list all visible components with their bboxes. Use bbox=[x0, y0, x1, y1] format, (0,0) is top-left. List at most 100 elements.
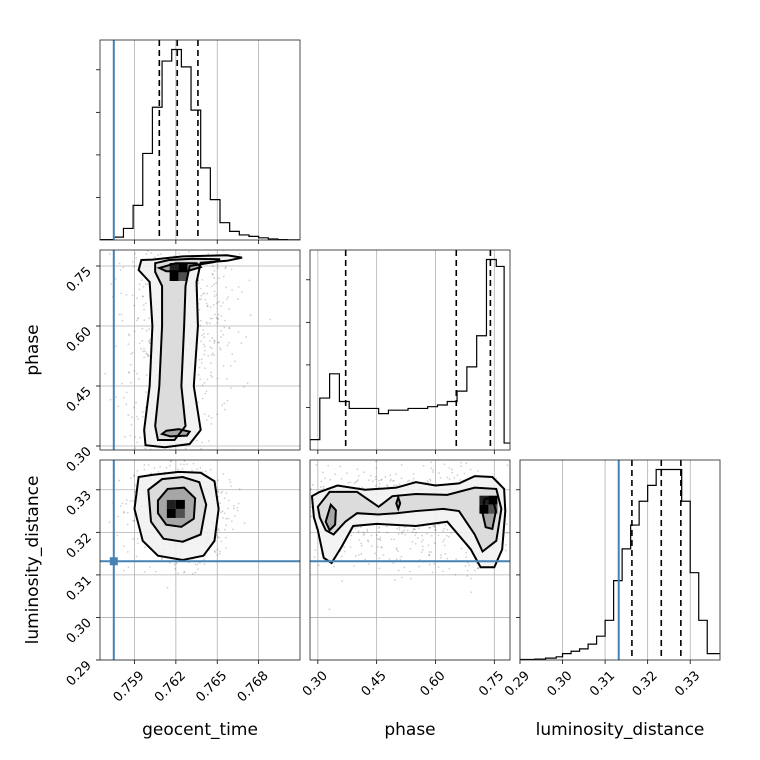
scatter-point bbox=[427, 544, 430, 547]
scatter-point bbox=[231, 528, 234, 531]
density-peak-cell bbox=[166, 499, 176, 509]
scatter-point bbox=[400, 464, 403, 466]
scatter-point bbox=[224, 319, 226, 322]
scatter-point bbox=[178, 252, 180, 255]
scatter-point bbox=[201, 471, 204, 473]
scatter-point bbox=[214, 551, 217, 553]
scatter-point bbox=[477, 470, 479, 472]
scatter-point bbox=[357, 529, 360, 532]
scatter-point bbox=[363, 533, 366, 535]
scatter-point bbox=[406, 529, 409, 532]
scatter-point bbox=[216, 264, 219, 266]
scatter-point bbox=[274, 471, 276, 473]
scatter-point bbox=[542, 599, 544, 601]
scatter-point bbox=[196, 563, 199, 566]
scatter-point bbox=[225, 286, 228, 289]
scatter-point bbox=[122, 510, 125, 513]
scatter-point bbox=[143, 308, 145, 311]
scatter-point bbox=[465, 556, 468, 559]
hist-plot-area bbox=[520, 460, 720, 660]
scatter-point bbox=[403, 529, 405, 532]
scatter-point bbox=[304, 521, 306, 523]
scatter-point bbox=[213, 457, 215, 459]
scatter-point bbox=[220, 492, 222, 495]
scatter-point bbox=[243, 522, 246, 524]
scatter-point bbox=[209, 346, 212, 349]
scatter-point bbox=[206, 304, 209, 307]
scatter-point bbox=[417, 527, 420, 530]
scatter-point bbox=[442, 529, 444, 532]
scatter-point bbox=[375, 460, 377, 463]
x-tick-label: 0.768 bbox=[235, 668, 272, 705]
scatter-point bbox=[199, 466, 202, 469]
scatter-point bbox=[176, 454, 178, 456]
x-axis-label: geocent_time bbox=[142, 720, 258, 740]
scatter-point bbox=[214, 207, 216, 209]
scatter-point bbox=[232, 507, 235, 510]
scatter-point bbox=[173, 563, 176, 566]
scatter-point bbox=[116, 534, 119, 537]
scatter-point bbox=[432, 525, 435, 528]
scatter-point bbox=[531, 529, 533, 531]
scatter-point bbox=[210, 417, 213, 419]
scatter-point bbox=[311, 483, 314, 486]
scatter-point bbox=[446, 528, 449, 531]
scatter-point bbox=[334, 473, 336, 476]
scatter-point bbox=[203, 345, 206, 348]
scatter-point bbox=[135, 555, 138, 558]
scatter-point bbox=[465, 462, 468, 465]
scatter-point bbox=[455, 558, 458, 561]
scatter-point bbox=[203, 558, 205, 561]
scatter-point bbox=[225, 547, 228, 549]
scatter-point bbox=[211, 352, 214, 355]
scatter-point bbox=[214, 233, 216, 235]
x-gridlines bbox=[317, 250, 495, 450]
scatter-point bbox=[432, 469, 435, 471]
panel-frame bbox=[519, 459, 721, 661]
scatter-point bbox=[440, 554, 442, 557]
scatter-point bbox=[124, 241, 126, 243]
contour-line bbox=[137, 254, 243, 449]
panel-frame bbox=[309, 249, 511, 451]
x-tick-label: 0.60 bbox=[417, 668, 448, 699]
scatter-point bbox=[137, 418, 139, 420]
scatter-point bbox=[209, 306, 212, 309]
x-tick-label: 0.31 bbox=[587, 668, 618, 699]
scatter-point bbox=[144, 350, 146, 353]
scatter-point bbox=[433, 524, 436, 527]
scatter-point bbox=[444, 553, 447, 555]
scatter-point bbox=[211, 337, 214, 340]
scatter-point bbox=[196, 401, 199, 404]
scatter-point bbox=[200, 358, 203, 361]
scatter-point bbox=[217, 341, 220, 344]
scatter-point bbox=[136, 441, 139, 444]
scatter-point bbox=[130, 477, 132, 480]
scatter-point bbox=[202, 329, 205, 332]
scatter-point bbox=[144, 546, 146, 549]
scatter-point bbox=[162, 455, 164, 457]
scatter-point bbox=[376, 546, 379, 548]
panel-frame bbox=[99, 459, 301, 661]
scatter-point bbox=[234, 515, 236, 518]
scatter-point bbox=[197, 282, 200, 284]
scatter-point bbox=[141, 415, 144, 418]
scatter-point bbox=[159, 465, 161, 468]
scatter-point bbox=[174, 568, 177, 570]
scatter-point bbox=[141, 327, 144, 330]
scatter-point bbox=[362, 534, 365, 537]
scatter-point bbox=[166, 586, 169, 589]
scatter-point bbox=[220, 336, 222, 338]
scatter-point bbox=[185, 241, 187, 243]
scatter-point bbox=[146, 235, 148, 237]
scatter-point bbox=[207, 207, 209, 209]
scatter-point bbox=[206, 285, 208, 287]
scatter-point bbox=[210, 241, 212, 243]
y-tick-label: 0.75 bbox=[64, 264, 95, 295]
scatter-point bbox=[518, 501, 520, 503]
scatter-point bbox=[569, 483, 571, 485]
scatter-point bbox=[174, 457, 176, 459]
scatter-point bbox=[162, 222, 164, 224]
scatter-point bbox=[177, 468, 179, 471]
scatter-point bbox=[380, 478, 383, 481]
scatter-point bbox=[213, 339, 216, 342]
